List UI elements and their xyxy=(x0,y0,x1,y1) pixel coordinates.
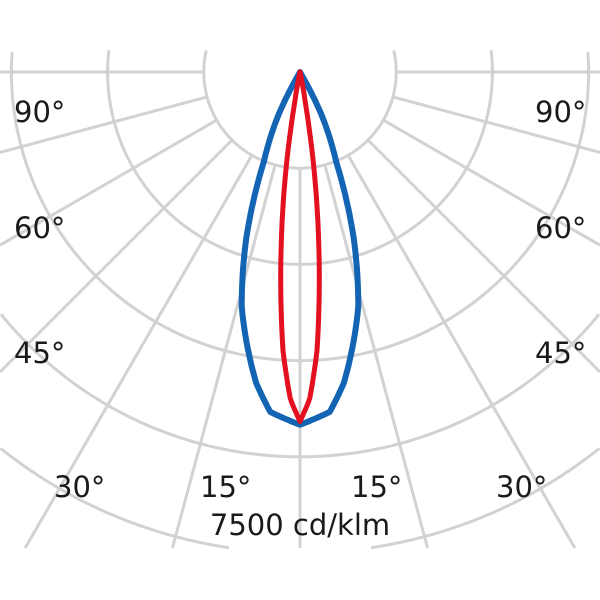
grid-ray-45 xyxy=(366,138,600,374)
polar-grid xyxy=(0,50,600,550)
grid-ring-3000 xyxy=(106,50,494,266)
grid-ray--30 xyxy=(23,154,254,549)
intensity-curves xyxy=(238,69,362,428)
angle-label-right-15: 15° xyxy=(351,470,402,504)
angle-label-right-90: 90° xyxy=(535,95,586,129)
grid-ray--75 xyxy=(0,95,208,154)
grid-ring-4500 xyxy=(9,51,591,363)
grid-ray--60 xyxy=(0,118,218,247)
grid-ray--45 xyxy=(0,138,234,374)
grid-ray-60 xyxy=(382,118,600,247)
angle-label-right-30: 30° xyxy=(496,470,547,504)
red-intensity-curve xyxy=(278,69,322,424)
angle-label-left-45: 45° xyxy=(14,336,65,370)
angle-label-left-30: 30° xyxy=(54,470,105,504)
grid-ray--15 xyxy=(171,164,277,549)
angle-label-left-60: 60° xyxy=(14,211,65,245)
grid-ring-1500 xyxy=(202,50,398,170)
unit-scale-label: 7500 cd/klm xyxy=(210,508,390,542)
angle-label-left-15: 15° xyxy=(200,470,251,504)
grid-ray-30 xyxy=(346,154,577,549)
angle-labels: 90° 60° 45° 30° 15° 15° 30° 45° 60° 90° xyxy=(14,95,586,504)
grid-ray-75 xyxy=(392,95,600,154)
angle-label-right-60: 60° xyxy=(535,211,586,245)
grid-ring-7500 xyxy=(0,447,600,550)
angle-label-left-90: 90° xyxy=(14,95,65,129)
angle-label-right-45: 45° xyxy=(535,336,586,370)
grid-ray-15 xyxy=(323,164,429,549)
blue-intensity-curve xyxy=(238,69,362,428)
